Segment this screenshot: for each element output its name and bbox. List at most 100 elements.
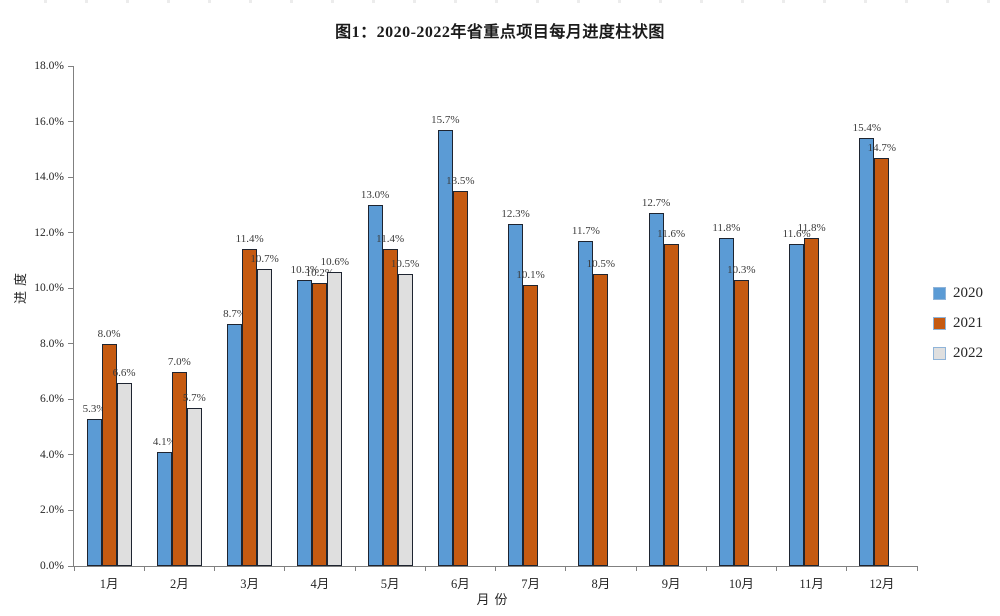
bar-2020-5月	[367, 204, 383, 566]
y-tick-mark	[68, 65, 73, 67]
bar-value-label: 13.0%	[360, 188, 390, 201]
bar-2020-10月	[718, 238, 734, 566]
bar-2020-2月	[156, 452, 172, 566]
x-tick-label-5月: 5月	[380, 577, 400, 591]
y-tick-label: 10.0%	[34, 282, 64, 295]
bar-2020-8月	[578, 241, 594, 566]
bar-value-label: 12.7%	[641, 197, 671, 210]
bar-2020-11月	[789, 243, 805, 566]
legend-swatch-2022	[933, 346, 946, 360]
y-tick-label: 6.0%	[40, 393, 64, 406]
legend: 2020 2021 2022	[933, 283, 983, 373]
legend-item-2022: 2022	[933, 343, 983, 363]
x-tick-label-7月: 7月	[521, 577, 540, 591]
bar-value-label: 15.4%	[852, 122, 882, 135]
legend-swatch-2021	[933, 316, 946, 330]
x-tick-label-8月: 8月	[591, 577, 611, 591]
chart-title: 图1：2020-2022年省重点项目每月进度柱状图	[335, 24, 665, 41]
bar-value-label: 11.6%	[782, 227, 811, 240]
bar-value-label: 7.0%	[167, 355, 191, 368]
bar-2021-6月	[452, 191, 468, 566]
bar-2022-3月	[257, 268, 273, 566]
bar-2020-9月	[648, 213, 664, 566]
y-tick-mark	[68, 398, 73, 400]
y-tick-mark	[68, 176, 73, 178]
bar-2021-10月	[733, 279, 749, 566]
bar-2021-5月	[382, 249, 398, 566]
bar-2021-1月	[101, 343, 117, 566]
x-tick-label-4月: 4月	[310, 577, 330, 591]
bar-value-label: 8.7%	[223, 308, 247, 321]
x-tick-mark	[214, 566, 215, 571]
bar-value-label: 5.7%	[182, 391, 206, 404]
bar-2022-2月	[186, 407, 202, 566]
cropped-text-remnant	[10, 0, 990, 3]
y-tick-mark	[68, 343, 73, 345]
y-tick-label: 4.0%	[40, 448, 64, 461]
bar-2020-4月	[297, 279, 313, 566]
bar-2021-7月	[523, 285, 539, 566]
y-tick-label: 12.0%	[34, 226, 64, 239]
bar-value-label: 14.7%	[867, 141, 897, 154]
bar-value-label: 10.7%	[250, 252, 279, 265]
y-tick-label: 18.0%	[34, 60, 64, 72]
legend-label-2021: 2021	[953, 315, 983, 331]
x-tick-mark	[73, 566, 75, 571]
x-tick-label-2月: 2月	[169, 577, 189, 591]
x-tick-mark	[916, 566, 918, 571]
y-tick-label: 14.0%	[34, 171, 64, 184]
bar-value-label: 11.4%	[376, 233, 405, 246]
bar-value-label: 11.7%	[571, 225, 600, 237]
y-tick-label: 8.0%	[40, 337, 64, 350]
plot-area: 0.0% 2.0% 4.0% 6.0% 8.0% 10.0% 12.0% 14.0% 16.0%…	[34, 60, 918, 591]
y-tick-mark	[68, 287, 73, 289]
y-tick-mark	[68, 565, 73, 567]
bar-2021-2月	[171, 371, 187, 566]
bar-value-label: 5.3%	[82, 402, 106, 415]
bar-value-label: 10.3%	[290, 263, 320, 276]
bar-2022-4月	[327, 271, 343, 566]
x-tick-mark	[565, 566, 567, 571]
x-tick-label-12月: 12月	[869, 577, 895, 591]
x-tick-label-3月: 3月	[240, 577, 259, 591]
bar-value-label: 11.4%	[235, 233, 264, 246]
y-tick-label: 2.0%	[40, 504, 64, 517]
y-tick-mark	[68, 121, 73, 123]
bar-value-label: 11.8%	[712, 222, 741, 235]
x-axis-title: 月份	[476, 592, 513, 607]
y-tick-label: 16.0%	[34, 115, 64, 128]
bar-2021-9月	[663, 243, 679, 566]
bar-2020-7月	[508, 224, 524, 566]
x-tick-label-10月: 10月	[728, 577, 754, 591]
y-tick-label: 0.0%	[40, 560, 64, 572]
x-tick-label-9月: 9月	[661, 577, 681, 591]
bar-2022-1月	[116, 382, 132, 566]
bar-2021-3月	[242, 249, 258, 566]
x-tick-label-6月: 6月	[450, 577, 470, 591]
x-tick-mark	[846, 566, 848, 571]
bar-2020-3月	[227, 324, 243, 566]
x-tick-label-11月: 11月	[799, 577, 824, 591]
bar-value-label: 10.1%	[516, 269, 545, 282]
bar-2021-12月	[874, 157, 890, 566]
legend-swatch-2020	[933, 286, 946, 300]
bar-value-label: 8.0%	[97, 327, 121, 340]
bar-2020-6月	[437, 129, 453, 566]
bar-value-label: 12.3%	[501, 208, 530, 221]
bar-2022-5月	[397, 274, 413, 566]
bar-2021-8月	[593, 274, 609, 566]
x-tick-mark	[776, 566, 777, 571]
bar-value-label: 13.5%	[446, 175, 475, 187]
x-tick-mark	[354, 566, 356, 571]
bar-value-label: 11.8%	[797, 222, 826, 235]
bar-value-label: 4.1%	[152, 436, 176, 449]
bar-2021-4月	[312, 282, 328, 566]
bar-value-label: 11.6%	[657, 227, 686, 240]
bar-value-label: 10.6%	[320, 255, 350, 268]
bar-value-label: 10.3%	[727, 263, 756, 276]
bar-value-label: 10.5%	[586, 258, 616, 271]
legend-label-2020: 2020	[953, 285, 983, 301]
x-tick-mark	[705, 566, 707, 571]
y-axis-title: 进度	[13, 268, 28, 305]
